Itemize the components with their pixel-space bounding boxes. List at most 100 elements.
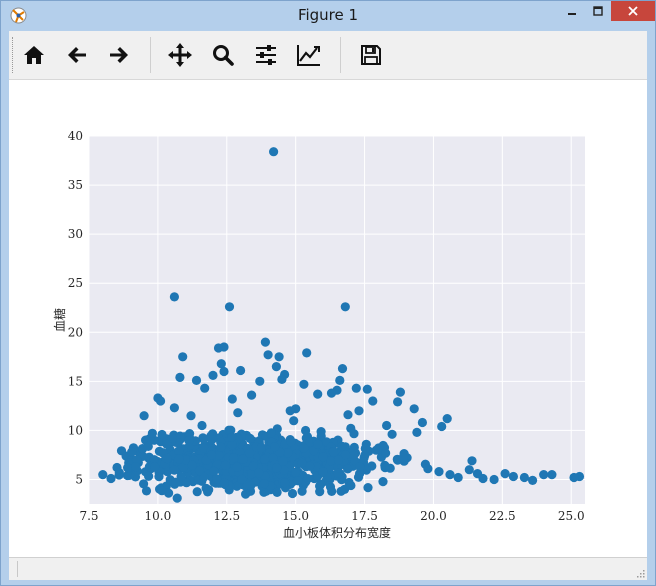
data-point: [423, 464, 433, 474]
data-point: [297, 486, 307, 496]
data-point: [278, 456, 288, 466]
data-point: [299, 443, 309, 453]
home-icon: [24, 46, 44, 64]
maximize-button[interactable]: [585, 1, 611, 21]
floppy-disk-icon: [361, 45, 381, 65]
data-point: [226, 425, 236, 435]
data-point: [171, 477, 181, 487]
data-point: [172, 493, 182, 503]
edit-axis-button[interactable]: [293, 39, 325, 71]
data-point: [181, 455, 191, 465]
data-point: [569, 472, 579, 483]
data-point: [114, 468, 124, 478]
close-button[interactable]: [611, 1, 655, 21]
data-point: [318, 467, 328, 477]
minimize-button[interactable]: [559, 1, 585, 21]
data-point: [289, 416, 299, 426]
data-point: [208, 370, 218, 380]
data-point: [349, 442, 359, 452]
data-point: [181, 478, 192, 488]
data-point: [355, 469, 365, 479]
data-point: [245, 433, 255, 443]
pan-button[interactable]: [164, 39, 196, 71]
back-button[interactable]: [61, 39, 93, 71]
move-icon: [168, 43, 192, 67]
data-point: [154, 472, 164, 482]
data-point: [305, 437, 315, 447]
data-point: [139, 411, 149, 421]
data-point: [141, 486, 152, 496]
data-point: [169, 403, 179, 413]
figure-canvas[interactable]: 7.5 10.0 12.5 15.0 17.5 20.0 22.5 25.0 5 10 15 20 2…: [9, 80, 647, 557]
zoom-button[interactable]: [207, 39, 239, 71]
data-point: [219, 478, 229, 488]
data-point: [508, 471, 518, 482]
grid-lines: [88, 135, 585, 504]
forward-button[interactable]: [103, 39, 135, 71]
data-point: [248, 461, 258, 471]
home-button[interactable]: [18, 39, 50, 71]
data-point: [279, 465, 289, 475]
client-area: 7.5 10.0 12.5 15.0 17.5 20.0 22.5 25.0 5 10 15 20 2…: [9, 31, 647, 580]
data-point: [244, 448, 255, 458]
data-point: [219, 366, 229, 377]
data-point: [360, 443, 370, 454]
data-point: [157, 486, 167, 496]
data-point: [395, 387, 405, 397]
data-point: [197, 420, 207, 431]
data-point: [187, 460, 197, 470]
data-point: [131, 462, 141, 472]
data-point: [303, 474, 313, 484]
arrow-right-icon: [110, 47, 128, 63]
data-point: [209, 466, 219, 476]
configure-subplots-button[interactable]: [250, 39, 282, 71]
data-point: [336, 486, 346, 496]
sliders-icon: [256, 45, 276, 65]
data-point: [274, 352, 284, 362]
data-point: [346, 480, 356, 491]
title-bar[interactable]: Figure 1: [1, 1, 655, 31]
data-point: [213, 343, 224, 353]
data-point: [227, 432, 237, 442]
data-point: [194, 465, 205, 476]
data-point: [343, 464, 353, 474]
maximize-icon: [593, 6, 603, 16]
data-point: [178, 462, 189, 472]
scatter-chart: 7.5 10.0 12.5 15.0 17.5 20.0 22.5 25.0 5 10 15 20 2…: [52, 129, 585, 540]
data-point: [131, 455, 142, 465]
data-point: [343, 410, 353, 420]
toolbar-separator: [340, 37, 341, 73]
data-point: [191, 375, 202, 385]
data-point: [156, 396, 166, 406]
resize-grip-icon[interactable]: [635, 568, 645, 578]
data-point: [212, 474, 222, 484]
data-point: [333, 468, 343, 478]
data-point: [333, 455, 344, 465]
status-bar: [9, 557, 647, 580]
minimize-icon: [568, 13, 576, 15]
data-point: [220, 460, 230, 470]
data-point: [227, 394, 237, 404]
data-point: [297, 458, 307, 468]
y-tick-label: 10: [68, 423, 83, 437]
data-point: [185, 429, 195, 439]
data-point: [354, 406, 364, 416]
data-point: [315, 481, 325, 491]
data-point: [216, 359, 226, 369]
data-point: [393, 397, 403, 407]
data-point: [362, 384, 372, 394]
x-tick-label: 12.5: [213, 509, 240, 523]
x-tick-label: 7.5: [79, 509, 98, 523]
line-chart-icon: [297, 45, 320, 66]
save-button[interactable]: [355, 39, 387, 71]
data-point: [464, 465, 474, 475]
data-point: [162, 453, 172, 464]
data-point: [363, 483, 373, 493]
x-tick-labels: 7.5 10.0 12.5 15.0 17.5 20.0 22.5 25.0: [79, 509, 584, 523]
toolbar-grip[interactable]: [12, 37, 15, 73]
data-point: [149, 455, 159, 465]
y-tick-label: 30: [68, 227, 83, 241]
status-separator: [17, 561, 18, 577]
data-point: [277, 374, 287, 384]
data-point: [186, 411, 196, 421]
